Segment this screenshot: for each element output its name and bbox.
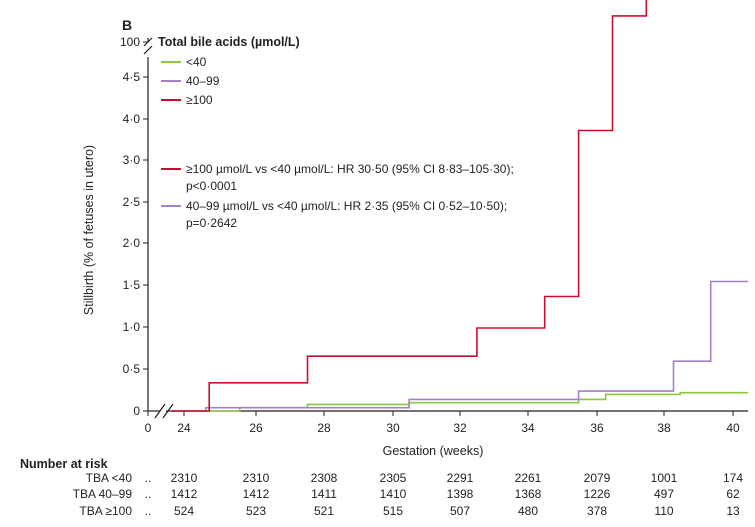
risk-cell: 497: [654, 487, 674, 501]
risk-cell: 2308: [311, 471, 338, 485]
y-tick-label: 0: [133, 404, 140, 418]
risk-row-label: TBA 40–99: [73, 487, 133, 501]
risk-row-zero: ..: [145, 487, 152, 501]
risk-cell: 521: [314, 504, 334, 518]
risk-cell: 1410: [380, 487, 407, 501]
risk-cell: 480: [518, 504, 538, 518]
risk-cell: 1398: [447, 487, 474, 501]
risk-row-label: TBA <40: [86, 471, 133, 485]
risk-cell: 523: [246, 504, 266, 518]
risk-cell: 1412: [243, 487, 270, 501]
x-tick-label: 32: [453, 421, 467, 435]
risk-cell: 378: [587, 504, 607, 518]
x-tick-label: 36: [590, 421, 604, 435]
risk-row-zero: ..: [145, 504, 152, 518]
risk-row-label: TBA ≥100: [79, 504, 132, 518]
risk-row-zero: ..: [145, 471, 152, 485]
x-axis-break-mark: [162, 403, 174, 419]
y-tick-label: 100: [120, 35, 140, 49]
legend-entry-40-99: 40–99: [186, 74, 220, 88]
risk-cell: 507: [450, 504, 470, 518]
y-tick-label: 4·0: [123, 112, 141, 126]
x-tick-label: 30: [386, 421, 400, 435]
risk-table-title: Number at risk: [20, 457, 108, 471]
y-axis-label: Stillbirth (% of fetuses in utero): [82, 145, 96, 315]
risk-cell: 110: [654, 504, 673, 518]
risk-cell: 515: [383, 504, 403, 518]
y-tick-label: 1·0: [123, 320, 141, 334]
series-line-1: [171, 280, 748, 412]
risk-cell: 62: [726, 487, 740, 501]
axes: 0 0·5 1·0 1·5 2·0 2·5 3·0 4·0 4·5 100 0 24 26 28 30 32 3…: [120, 35, 748, 435]
risk-cell: 1411: [311, 487, 337, 501]
risk-cell: 2310: [243, 471, 270, 485]
risk-cell: 1368: [515, 487, 542, 501]
y-tick-label: 1·5: [123, 278, 141, 292]
risk-cell: 1001: [651, 471, 678, 485]
risk-table: TBA <40.. 2310 2310 2308 2305 2291 2261 2079 100…: [73, 471, 744, 518]
x-tick-label: 24: [177, 421, 191, 435]
risk-cell: 174: [723, 471, 743, 485]
x-tick-label: 28: [317, 421, 331, 435]
y-tick-label: 4·5: [123, 70, 141, 84]
legend-entry-lt40: <40: [186, 55, 207, 69]
risk-cell: 2261: [515, 471, 542, 485]
y-tick-label: 0·5: [123, 362, 141, 376]
y-tick-label: 2·0: [123, 236, 141, 250]
legend-entry-ge100: ≥100: [186, 93, 213, 107]
risk-cell: 2305: [380, 471, 407, 485]
annotation-40-99-line1: 40–99 µmol/L vs <40 µmol/L: HR 2·35 (95%…: [186, 199, 507, 213]
x-tick-label: 0: [145, 421, 152, 435]
y-tick-label: 3·0: [123, 153, 141, 167]
annotation-40-99-line2: p=0·2642: [186, 216, 237, 230]
x-tick-label: 34: [521, 421, 535, 435]
plot-lines: [171, 0, 748, 412]
risk-cell: 2291: [447, 471, 474, 485]
risk-cell: 13: [726, 504, 740, 518]
risk-cell: 524: [174, 504, 194, 518]
risk-cell: 2079: [584, 471, 611, 485]
risk-cell: 1226: [584, 487, 611, 501]
x-tick-label: 40: [726, 421, 740, 435]
y-axis-break-mark: [143, 45, 153, 55]
x-axis-label: Gestation (weeks): [383, 444, 484, 458]
annotation-ge100-line2: p<0·0001: [186, 179, 237, 193]
annotation-ge100-line1: ≥100 µmol/L vs <40 µmol/L: HR 30·50 (95%…: [186, 162, 514, 176]
series-line-2: [171, 0, 648, 412]
panel-label: B: [122, 17, 132, 33]
y-tick-label: 2·5: [123, 195, 141, 209]
hazard-annotations: ≥100 µmol/L vs <40 µmol/L: HR 30·50 (95%…: [161, 162, 514, 230]
x-tick-label: 38: [657, 421, 671, 435]
legend-title: Total bile acids (µmol/L): [158, 35, 300, 49]
x-tick-label: 26: [249, 421, 263, 435]
risk-cell: 1412: [171, 487, 198, 501]
legend: Total bile acids (µmol/L) <40 40–99 ≥100: [158, 35, 300, 107]
risk-cell: 2310: [171, 471, 198, 485]
x-axis-break-mark: [154, 403, 166, 419]
